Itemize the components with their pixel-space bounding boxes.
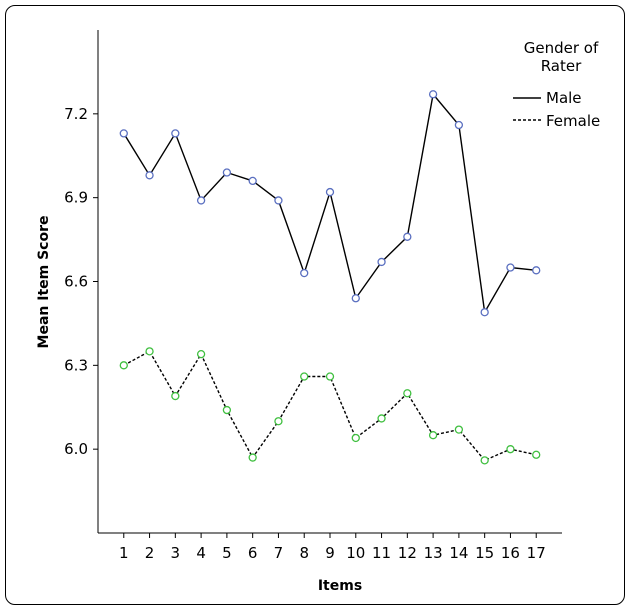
data-point-female: [222, 405, 232, 415]
data-point-female: [428, 431, 438, 440]
y-tick-label: 7.2: [64, 105, 88, 123]
series-line-male: [123, 92, 537, 315]
x-tick-label: 5: [222, 544, 232, 562]
data-point-female: [403, 389, 412, 398]
x-tick-label: 14: [449, 544, 468, 562]
data-point-male: [300, 268, 309, 278]
data-point-male: [171, 129, 180, 138]
x-tick-label: 13: [424, 544, 443, 562]
y-axis-ticks: 6.0 6.3 6.6 6.9 7.2: [64, 105, 98, 458]
x-tick-label: 3: [171, 544, 181, 562]
data-point-female: [145, 347, 154, 356]
legend: Gender of Rater Male Female: [513, 39, 600, 130]
data-point-female: [119, 361, 128, 370]
x-tick-label: 6: [248, 544, 258, 562]
data-point-female: [274, 417, 283, 426]
data-point-male: [351, 294, 360, 303]
x-tick-label: 11: [372, 544, 391, 562]
y-axis-label: Mean Item Score: [36, 216, 52, 349]
x-tick-label: 1: [119, 544, 129, 562]
x-tick-label: 16: [501, 544, 520, 562]
data-point-male: [532, 266, 541, 275]
data-point-male: [506, 263, 515, 272]
data-point-male: [454, 120, 464, 130]
data-point-female: [300, 372, 309, 381]
x-axis-label: Items: [318, 578, 362, 592]
x-tick-label: 10: [346, 544, 365, 562]
legend-title-line1: Gender of: [524, 39, 599, 57]
data-point-male: [222, 168, 232, 177]
y-tick-label: 6.0: [64, 440, 88, 458]
data-point-female: [171, 391, 180, 401]
legend-title-line2: Rater: [541, 57, 582, 75]
x-axis-ticks: 1 2 3 4 5 6 7 8 9 10 11 12 13 14 15 16 17: [119, 533, 546, 562]
series-lines: [123, 92, 537, 462]
legend-female-label: Female: [546, 112, 600, 130]
y-tick-label: 6.3: [64, 356, 88, 374]
data-point-female: [325, 372, 335, 381]
data-point-male: [403, 232, 412, 241]
data-point-female: [532, 450, 541, 459]
data-point-male: [480, 308, 489, 317]
x-tick-label: 15: [475, 544, 494, 562]
x-tick-label: 12: [398, 544, 417, 562]
chart-frame: [5, 5, 625, 605]
series-line-female: [123, 350, 537, 462]
x-tick-label: 17: [527, 544, 546, 562]
data-point-male: [145, 171, 154, 180]
data-point-female: [506, 445, 515, 454]
data-point-male: [377, 257, 386, 267]
x-tick-label: 8: [299, 544, 309, 562]
data-point-female: [377, 414, 386, 423]
data-point-female: [480, 456, 489, 465]
data-point-female: [196, 350, 206, 359]
y-tick-label: 6.6: [64, 273, 88, 291]
x-tick-label: 2: [145, 544, 155, 562]
y-tick-label: 6.9: [64, 189, 88, 207]
x-tick-label: 7: [274, 544, 284, 562]
data-point-female: [248, 453, 257, 462]
data-point-male: [248, 176, 257, 186]
line-chart: 6.06.36.66.97.2 1 2 3 4 5 6 7 8 9 10 11 12 13 14 15 16 1…: [36, 30, 600, 592]
series-points: [119, 90, 541, 465]
data-point-male: [428, 90, 438, 99]
data-point-male: [274, 196, 283, 205]
data-point-male: [325, 187, 335, 197]
x-tick-label: 9: [325, 544, 335, 562]
data-point-female: [454, 425, 464, 434]
x-tick-label: 4: [196, 544, 206, 562]
data-point-male: [119, 129, 128, 138]
data-point-male: [196, 196, 206, 205]
legend-male-label: Male: [546, 89, 582, 107]
data-point-female: [351, 433, 360, 443]
